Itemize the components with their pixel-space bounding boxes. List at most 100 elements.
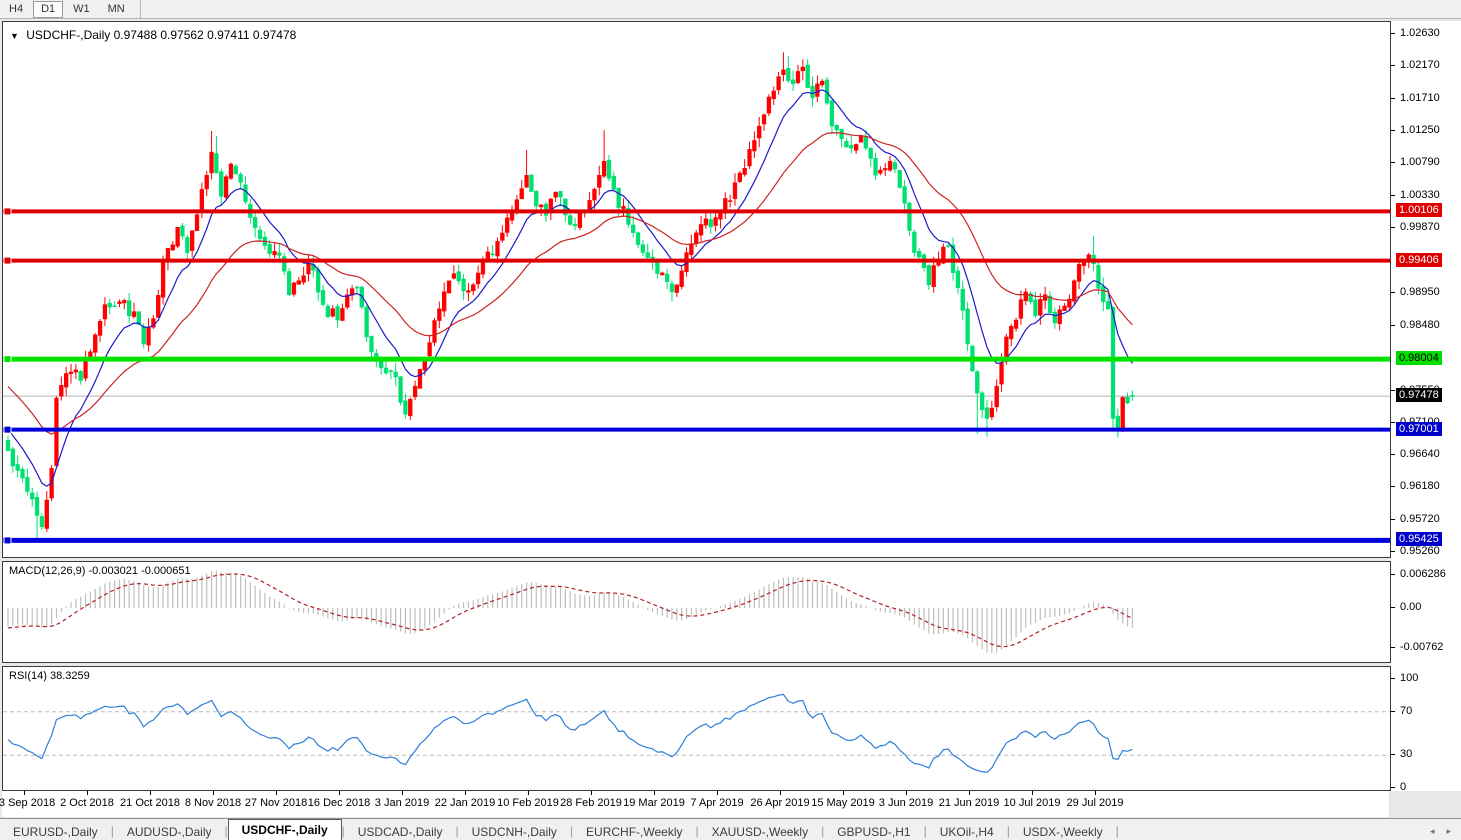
price-axis-label: 0.96180: [1400, 480, 1440, 493]
tab-separator: |: [695, 824, 699, 838]
axis-tick: [1391, 518, 1395, 520]
macd-axis-label: -0.00762: [1400, 641, 1444, 654]
chart-tab-usdcnh[interactable]: USDCNH-,Daily: [471, 825, 557, 839]
chart-tab-gbpusd[interactable]: GBPUSD-,H1: [837, 825, 911, 839]
time-axis-tick: [654, 791, 655, 795]
rsi-value: 38.3259: [49, 670, 90, 682]
axis-tick: [1391, 33, 1395, 34]
price-axis-label: 0.99870: [1400, 220, 1440, 233]
hline-price-badge: 1.00106: [1396, 203, 1442, 218]
tab-separator: |: [1006, 824, 1010, 838]
price-chart-pane[interactable]: ▼ USDCHF-,Daily 0.97488 0.97562 0.97411 …: [2, 21, 1391, 558]
axis-tick: [1391, 573, 1395, 575]
time-axis-tick: [591, 791, 592, 795]
rsi-plot[interactable]: [3, 667, 1390, 790]
tab-separator: |: [341, 824, 345, 838]
time-axis[interactable]: 13 Sep 2018 2 Oct 2018 21 Oct 2018 8 Nov 20…: [0, 791, 1389, 817]
quote-low: 0.97411: [207, 28, 250, 42]
axis-tick: [1391, 754, 1395, 756]
time-axis-tick: [465, 791, 466, 795]
timeframe-button-mn[interactable]: MN: [107, 2, 125, 15]
tab-scroll-right-icon[interactable]: ▸: [1446, 826, 1451, 836]
tab-scroll-left-icon[interactable]: ◂: [1429, 826, 1435, 836]
chart-tab-usdcad[interactable]: USDCAD-,Daily: [357, 825, 443, 839]
rsi-axis-label: 0: [1400, 781, 1407, 793]
chart-tab-eurusd[interactable]: EURUSD-,Daily: [13, 825, 98, 839]
macd-axis-label: 0.00: [1400, 601, 1422, 613]
chart-tab-ukoil[interactable]: UKOil-,H4: [939, 825, 994, 839]
tab-separator: |: [455, 824, 459, 838]
rsi-pane[interactable]: RSI(14) 38.3259: [2, 666, 1391, 791]
chart-tab-audusd[interactable]: AUDUSD-,Daily: [126, 825, 212, 839]
price-axis-label: 1.02170: [1400, 59, 1440, 72]
axis-tick: [1391, 607, 1395, 608]
rsi-axis-label: 70: [1400, 704, 1413, 717]
price-axis-label: 1.01250: [1400, 123, 1440, 136]
chart-tab-usdx[interactable]: USDX-,Weekly: [1022, 825, 1103, 839]
time-axis-tick: [906, 791, 907, 795]
price-axis-label: 1.00330: [1400, 188, 1440, 201]
hline-price-badge: 0.95425: [1396, 532, 1442, 547]
axis-tick: [1391, 65, 1395, 67]
axis-tick: [1391, 194, 1395, 196]
axis-tick: [1391, 226, 1395, 228]
hline-price-badge: 0.99406: [1396, 252, 1442, 267]
chart-tab-eurchf[interactable]: EURCHF-,Weekly: [586, 825, 683, 839]
time-axis-label: 16 Dec 2018: [307, 797, 371, 809]
price-axis-label: 0.95720: [1400, 512, 1440, 525]
rsi-label: RSI(14) 38.3259: [9, 670, 90, 682]
macd-plot[interactable]: [3, 562, 1390, 662]
macd-pane[interactable]: MACD(12,26,9) -0.003021 -0.000651: [2, 561, 1391, 663]
axis-tick: [1391, 787, 1395, 788]
rsi-axis-label: 30: [1400, 748, 1413, 761]
axis-tick: [1391, 390, 1395, 392]
axis-tick: [1391, 421, 1395, 423]
time-axis-tick: [780, 791, 781, 795]
chart-tab-xauusd[interactable]: XAUUSD-,Weekly: [711, 825, 809, 839]
time-axis-tick: [969, 791, 970, 795]
tab-separator: |: [923, 824, 927, 838]
axis-tick: [1391, 710, 1395, 712]
tab-separator: |: [1115, 824, 1119, 838]
axis-tick: [1391, 454, 1395, 455]
macd-axis-label: 0.006286: [1400, 567, 1446, 580]
quote-open: 0.97488: [113, 28, 157, 42]
axis-tick: [1391, 551, 1395, 552]
time-axis-label: 27 Nov 2018: [244, 797, 308, 809]
macd-value-signal: -0.000651: [141, 565, 191, 577]
time-axis-tick: [276, 791, 277, 795]
price-axis-label: 1.00790: [1400, 156, 1440, 169]
time-axis-label: 26 Apr 2019: [750, 797, 810, 809]
price-axis-label: 1.02630: [1400, 27, 1440, 39]
axis-tick: [1391, 486, 1395, 488]
collapse-arrow-icon[interactable]: ▼: [10, 31, 19, 41]
current-price-badge: 0.97478: [1396, 388, 1442, 403]
toolbar-separator: [139, 0, 141, 18]
price-axis-label: 0.98950: [1400, 285, 1440, 298]
chart-tab-usdchf[interactable]: USDCHF-,Daily: [227, 819, 342, 840]
time-axis-label: 3 Jan 2019: [374, 797, 430, 809]
axis-tick: [1391, 647, 1395, 649]
candlestick-chart[interactable]: [3, 22, 1390, 557]
symbol-name: USDCHF-,Daily: [26, 28, 111, 42]
time-axis-label: 3 Jun 2019: [878, 797, 934, 809]
hline-price-badge: 0.98004: [1396, 351, 1442, 366]
price-axis[interactable]: 1.02630 1.02170 1.01710 1.01250 1.00790 1.003…: [1391, 21, 1461, 793]
axis-tick: [1391, 97, 1395, 99]
timeframe-button-h4[interactable]: H4: [9, 2, 24, 15]
macd-value-main: -0.003021: [88, 565, 139, 577]
bottom-tab-bar: EURUSD-,Daily | AUDUSD-,Daily | USDCHF-,Dail…: [0, 818, 1461, 840]
time-axis-label: 22 Jan 2019: [434, 797, 496, 809]
tab-scroll-arrows: ◂ ▸: [1430, 826, 1451, 837]
time-axis-label: 19 Mar 2019: [623, 797, 685, 809]
time-axis-label: 21 Oct 2018: [120, 797, 180, 809]
axis-tick: [1391, 324, 1395, 326]
hline-price-badge: 0.97001: [1396, 421, 1442, 436]
timeframe-button-d1[interactable]: D1: [33, 0, 64, 18]
timeframe-button-w1[interactable]: W1: [73, 2, 90, 15]
price-axis-label: 1.01710: [1400, 91, 1440, 104]
time-axis-tick: [843, 791, 844, 795]
time-axis-tick: [528, 791, 529, 795]
axis-tick: [1391, 162, 1395, 164]
axis-tick: [1391, 678, 1395, 679]
